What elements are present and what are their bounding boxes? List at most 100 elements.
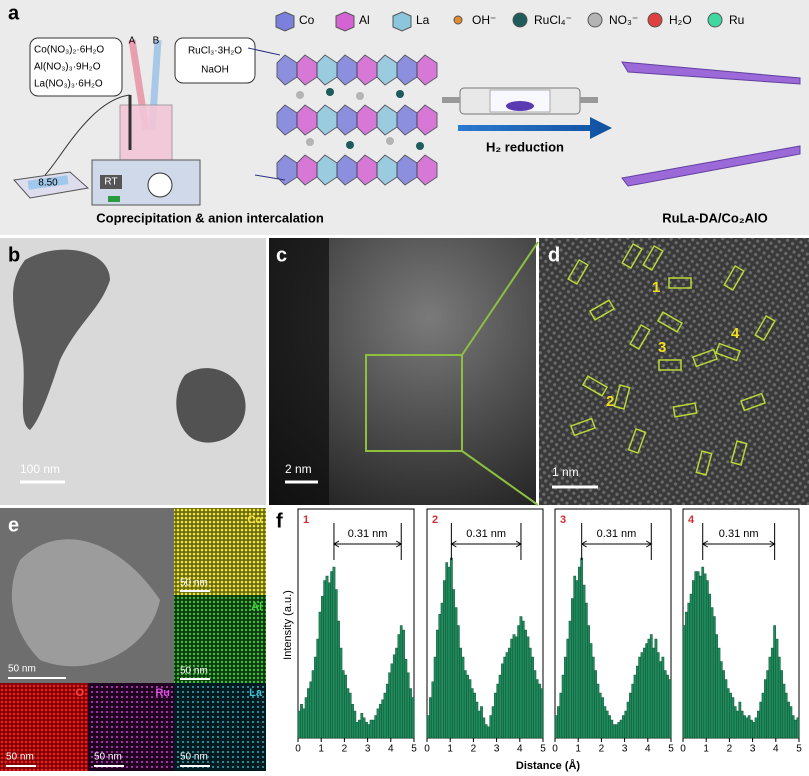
x-tick-label: 2 bbox=[342, 744, 348, 755]
bar bbox=[685, 611, 688, 739]
bar bbox=[784, 692, 788, 739]
zoom-lines bbox=[461, 241, 539, 506]
ion bbox=[306, 138, 314, 146]
bar bbox=[584, 602, 588, 739]
bar bbox=[794, 719, 797, 739]
bar bbox=[624, 710, 628, 739]
panel-label: d bbox=[548, 244, 560, 266]
bar bbox=[578, 566, 581, 739]
bar bbox=[740, 710, 744, 739]
bar bbox=[571, 598, 574, 739]
bar bbox=[764, 679, 767, 739]
reagent-box-left: Co(NO₃)₂·6H₂O Al(NO₃)₃·9H₂O La(NO₃)₃·6H₂… bbox=[29, 37, 123, 97]
bar bbox=[381, 699, 385, 739]
bar bbox=[715, 634, 718, 739]
legend-swatch bbox=[512, 12, 528, 28]
bar bbox=[601, 697, 604, 739]
dopant-boxes bbox=[567, 242, 776, 476]
element-label: O bbox=[75, 687, 84, 699]
dopant-box bbox=[627, 427, 647, 455]
dopant-box bbox=[642, 244, 664, 272]
bar bbox=[629, 692, 632, 739]
nanosheets bbox=[621, 61, 801, 187]
bar bbox=[470, 688, 474, 739]
ion bbox=[416, 142, 424, 150]
scale-label: 100 nm bbox=[20, 462, 60, 476]
bar bbox=[540, 688, 544, 739]
bar bbox=[554, 715, 558, 739]
bar bbox=[708, 593, 712, 739]
bar bbox=[316, 638, 320, 739]
bar bbox=[596, 683, 600, 739]
bar bbox=[787, 701, 790, 739]
bar bbox=[733, 706, 737, 739]
dopant-box bbox=[695, 450, 713, 476]
bar bbox=[633, 674, 637, 739]
site-label: 2 bbox=[606, 393, 614, 410]
bar bbox=[456, 625, 460, 739]
dopant-box bbox=[656, 311, 684, 333]
bar bbox=[752, 722, 756, 739]
bar bbox=[526, 636, 530, 739]
bar bbox=[561, 674, 565, 739]
x-tick-label: 1 bbox=[318, 744, 324, 755]
bar bbox=[334, 589, 338, 739]
bar bbox=[777, 656, 781, 739]
x-tick-label: 5 bbox=[796, 744, 802, 755]
bar bbox=[619, 719, 623, 739]
bar bbox=[768, 656, 772, 739]
tube-label: B bbox=[153, 36, 160, 47]
bar bbox=[482, 717, 486, 739]
bar bbox=[309, 681, 313, 739]
bar bbox=[494, 692, 497, 739]
dopant-box bbox=[723, 264, 745, 292]
bar bbox=[463, 670, 467, 739]
bar bbox=[608, 715, 611, 739]
bar bbox=[454, 607, 458, 739]
site-label: 1 bbox=[652, 279, 660, 296]
site-label: 3 bbox=[658, 339, 666, 356]
bar bbox=[440, 602, 444, 739]
bar bbox=[325, 575, 329, 739]
distance-bracket bbox=[701, 523, 776, 560]
bar bbox=[538, 683, 541, 739]
x-tick-label: 5 bbox=[668, 744, 674, 755]
bar bbox=[450, 557, 453, 739]
octahedron bbox=[416, 104, 438, 136]
bar bbox=[782, 683, 786, 739]
bar bbox=[514, 636, 518, 739]
bar bbox=[459, 647, 463, 739]
bar bbox=[731, 697, 735, 739]
bar bbox=[358, 719, 361, 739]
bar bbox=[738, 701, 742, 739]
bar bbox=[612, 724, 616, 739]
bar bbox=[379, 704, 382, 739]
ldh-structure bbox=[276, 54, 438, 186]
bar bbox=[487, 726, 490, 739]
reagent: NaOH bbox=[201, 65, 229, 76]
bar bbox=[775, 638, 779, 739]
legend-swatch bbox=[647, 12, 663, 28]
bar bbox=[591, 656, 595, 739]
dopant-box bbox=[668, 277, 692, 289]
x-tick-label: 1 bbox=[575, 744, 581, 755]
dopant-box bbox=[613, 384, 631, 410]
x-tick-label: 0 bbox=[552, 744, 558, 755]
bar bbox=[791, 715, 795, 739]
bar bbox=[447, 566, 451, 739]
bar bbox=[582, 584, 586, 739]
bar bbox=[477, 710, 481, 739]
legend-swatch bbox=[392, 11, 412, 32]
bar bbox=[587, 625, 590, 739]
bar bbox=[724, 679, 728, 739]
bar bbox=[652, 647, 655, 739]
scale-label: 50 nm bbox=[180, 752, 208, 763]
haadf-zoom bbox=[539, 238, 809, 505]
x-tick-label: 1 bbox=[703, 744, 709, 755]
element-label: La bbox=[249, 687, 263, 699]
connector bbox=[247, 47, 286, 181]
legend-label: OH⁻ bbox=[472, 13, 496, 27]
distance-bracket bbox=[580, 523, 653, 560]
bar bbox=[385, 683, 389, 739]
bar bbox=[433, 656, 437, 739]
